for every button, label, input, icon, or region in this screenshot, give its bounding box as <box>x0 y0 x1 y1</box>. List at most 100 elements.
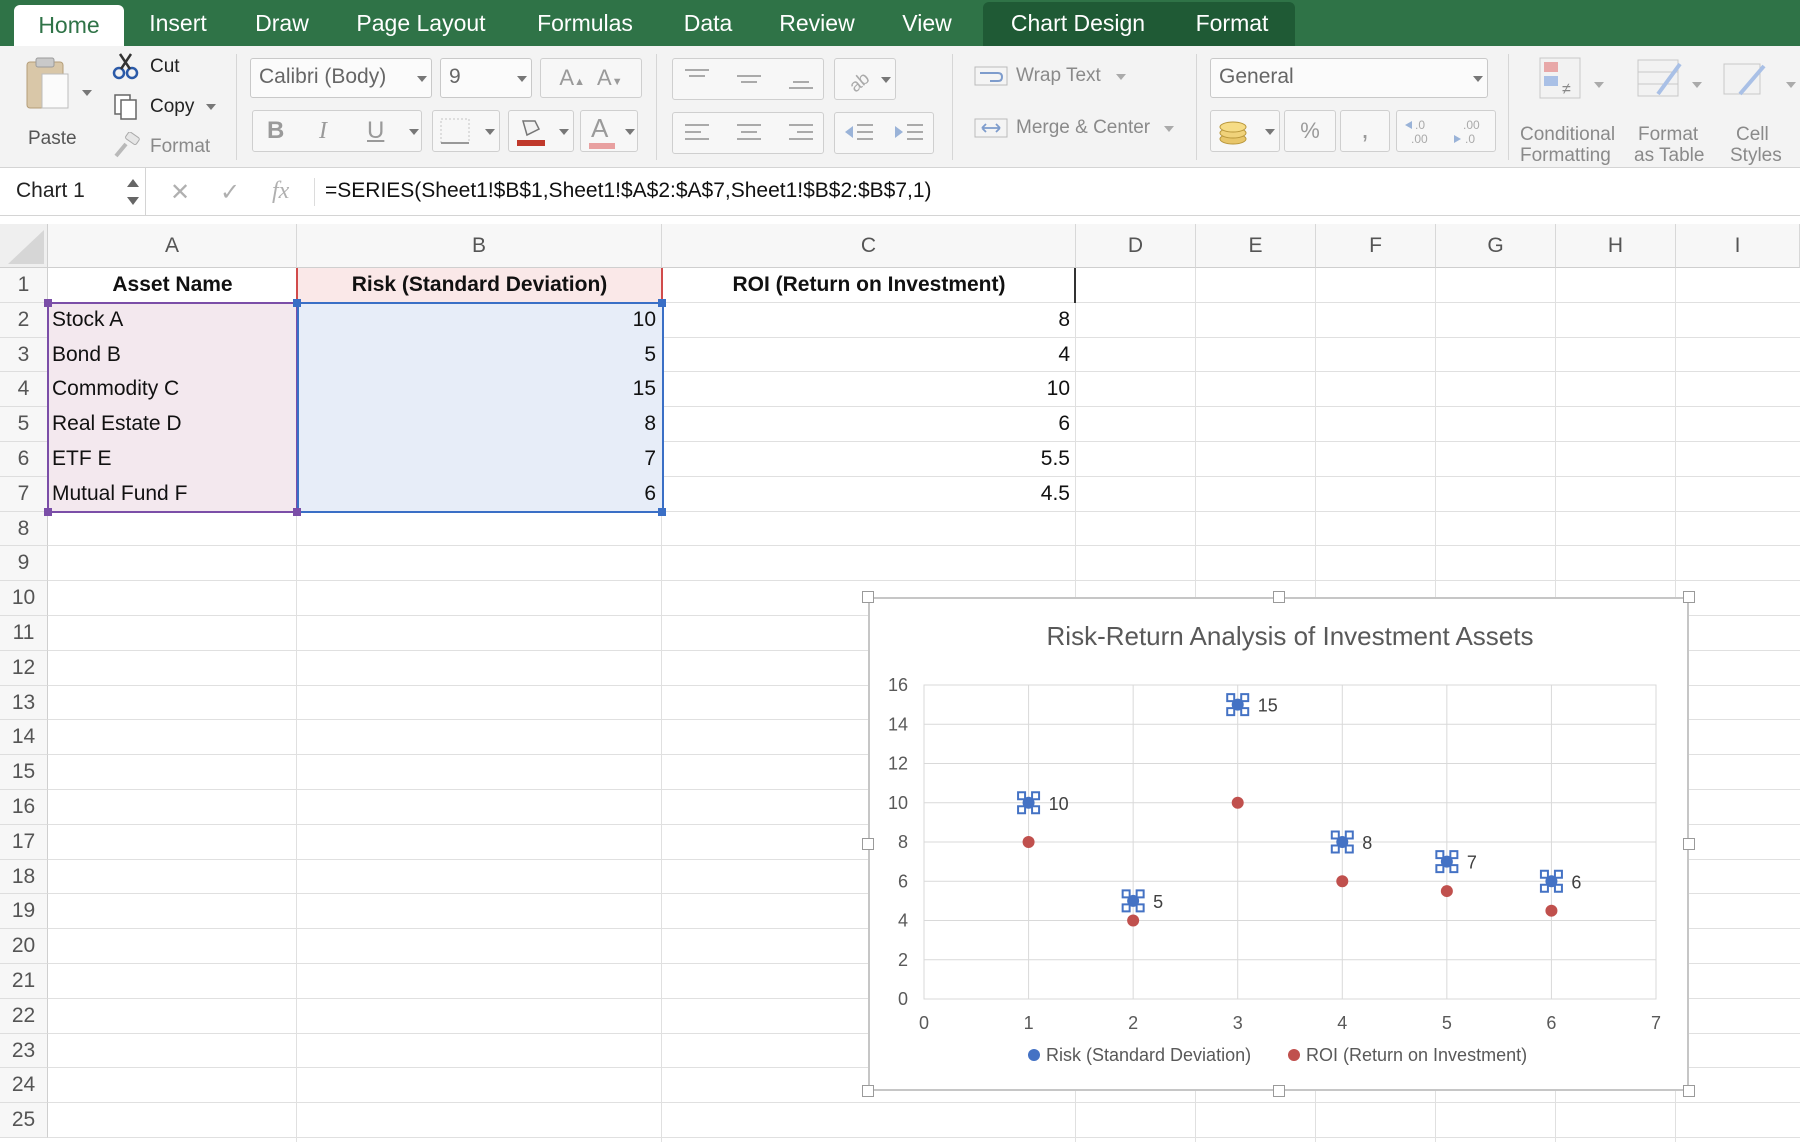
row-header-8[interactable]: 8 <box>0 511 48 547</box>
row-header-7[interactable]: 7 <box>0 476 48 512</box>
chart-resize-handle[interactable] <box>862 838 874 850</box>
range-resize-handle[interactable] <box>658 507 666 516</box>
column-header-b[interactable]: B <box>297 224 662 268</box>
chart-resize-handle[interactable] <box>1683 838 1695 850</box>
range-resize-handle[interactable] <box>293 298 301 307</box>
row-header-12[interactable]: 12 <box>0 650 48 686</box>
cancel-entry-icon[interactable]: ✕ <box>170 179 191 206</box>
row-header-3[interactable]: 3 <box>0 337 48 373</box>
data-cell-a6[interactable]: ETF E <box>52 447 112 470</box>
font-color-button[interactable]: A <box>580 110 638 152</box>
data-cell-c5[interactable]: 6 <box>1058 412 1070 436</box>
confirm-entry-icon[interactable]: ✓ <box>220 179 241 206</box>
column-header-g[interactable]: G <box>1436 224 1556 268</box>
data-label[interactable]: 6 <box>1571 872 1581 892</box>
name-box[interactable]: Chart 1 <box>0 168 146 216</box>
copy-button[interactable]: Copy <box>112 92 222 122</box>
chart-resize-handle[interactable] <box>1272 591 1285 603</box>
tab-draw[interactable]: Draw <box>255 10 309 36</box>
data-cell-c4[interactable]: 10 <box>1046 377 1070 401</box>
data-cell-c3[interactable]: 4 <box>1058 342 1070 366</box>
data-cell-c6[interactable]: 5.5 <box>1040 447 1070 470</box>
series-2-point[interactable] <box>1231 796 1244 809</box>
format-painter-button[interactable]: Format <box>112 132 222 162</box>
row-header-5[interactable]: 5 <box>0 407 48 442</box>
align-middle-icon[interactable] <box>735 67 763 91</box>
column-header-d[interactable]: D <box>1076 224 1196 268</box>
range-resize-handle[interactable] <box>658 298 666 307</box>
range-resize-handle[interactable] <box>293 507 301 516</box>
borders-button[interactable] <box>432 110 500 152</box>
column-header-i[interactable]: I <box>1676 224 1800 268</box>
name-box-stepper-icon[interactable] <box>126 176 140 208</box>
data-label[interactable]: 8 <box>1362 833 1372 853</box>
tab-data[interactable]: Data <box>683 10 733 36</box>
chart-title[interactable]: Risk-Return Analysis of Investment Asset… <box>1047 621 1534 651</box>
scatter-chart[interactable]: Risk-Return Analysis of Investment Asset… <box>862 591 1695 1097</box>
number-format-select[interactable]: General <box>1210 58 1488 98</box>
chart-resize-handle[interactable] <box>1272 1085 1285 1097</box>
column-header-a[interactable]: A <box>48 224 297 268</box>
row-header-23[interactable]: 23 <box>0 1033 48 1069</box>
tab-review[interactable]: Review <box>779 10 855 36</box>
conditional-formatting-button[interactable]: ≠ Conditional Formatting <box>1516 52 1624 166</box>
increase-indent-icon[interactable] <box>893 120 925 146</box>
font-size-select[interactable]: 9 <box>440 58 532 98</box>
column-header-c[interactable]: C <box>662 224 1076 268</box>
header-cell-b[interactable]: Risk (Standard Deviation) <box>351 273 608 296</box>
tab-chart-design[interactable]: Chart Design <box>1010 10 1146 36</box>
data-cell-b5[interactable]: 8 <box>644 412 656 436</box>
header-cell-c[interactable]: ROI (Return on Investment) <box>732 273 1006 296</box>
cell-styles-button[interactable]: Cell Styles <box>1716 52 1800 166</box>
align-left-icon[interactable] <box>683 120 711 146</box>
range-resize-handle[interactable] <box>44 507 52 516</box>
series-2-point[interactable] <box>1440 885 1453 898</box>
tab-formulas[interactable]: Formulas <box>537 10 633 36</box>
row-header-16[interactable]: 16 <box>0 790 48 825</box>
data-cell-a2[interactable]: Stock A <box>52 307 124 331</box>
row-header-1[interactable]: 1 <box>0 268 48 303</box>
column-header-h[interactable]: H <box>1556 224 1676 268</box>
data-cell-b3[interactable]: 5 <box>644 342 656 366</box>
bold-button[interactable]: B <box>267 117 285 144</box>
orientation-button[interactable]: ab <box>834 58 896 100</box>
increase-font-size-icon[interactable]: A▲ <box>559 65 585 90</box>
formula-input[interactable]: =SERIES(Sheet1!$B$1,Sheet1!$A$2:$A$7,She… <box>325 179 932 202</box>
data-cell-c2[interactable]: 8 <box>1058 307 1070 331</box>
data-cell-b4[interactable]: 15 <box>632 377 656 401</box>
decrease-font-size-icon[interactable]: A▼ <box>597 65 623 90</box>
font-name-select[interactable]: Calibri (Body) <box>250 58 432 98</box>
chart-resize-handle[interactable] <box>862 1085 874 1097</box>
merge-center-button[interactable]: Merge & Center <box>974 112 1174 144</box>
row-header-22[interactable]: 22 <box>0 998 48 1034</box>
data-cell-b6[interactable]: 7 <box>644 447 656 470</box>
data-cell-a5[interactable]: Real Estate D <box>52 412 182 436</box>
data-label[interactable]: 10 <box>1049 794 1069 814</box>
row-header-20[interactable]: 20 <box>0 929 48 964</box>
row-header-13[interactable]: 13 <box>0 685 48 721</box>
tab-format[interactable]: Format <box>1195 10 1269 36</box>
row-header-19[interactable]: 19 <box>0 894 48 930</box>
wrap-text-button[interactable]: Wrap Text <box>974 60 1134 92</box>
align-top-icon[interactable] <box>683 67 711 91</box>
row-header-24[interactable]: 24 <box>0 1068 48 1104</box>
row-header-18[interactable]: 18 <box>0 859 48 895</box>
row-header-11[interactable]: 11 <box>0 616 48 651</box>
data-label[interactable]: 7 <box>1467 853 1477 873</box>
range-resize-handle[interactable] <box>44 298 52 307</box>
accounting-format-button[interactable] <box>1210 110 1280 152</box>
underline-button[interactable]: U <box>367 117 385 144</box>
row-header-25[interactable]: 25 <box>0 1103 48 1138</box>
row-header-15[interactable]: 15 <box>0 755 48 790</box>
percent-style-button[interactable]: % <box>1284 110 1336 152</box>
series-2-point[interactable] <box>1545 904 1558 917</box>
series-2-point[interactable] <box>1336 875 1349 888</box>
row-header-10[interactable]: 10 <box>0 581 48 616</box>
row-header-6[interactable]: 6 <box>0 442 48 477</box>
chart-resize-handle[interactable] <box>1683 1085 1695 1097</box>
italic-button[interactable]: I <box>319 118 327 144</box>
data-cell-a7[interactable]: Mutual Fund F <box>52 481 188 505</box>
decrease-indent-icon[interactable] <box>843 120 875 146</box>
tab-page-layout[interactable]: Page Layout <box>356 10 486 36</box>
chart-resize-handle[interactable] <box>1683 591 1695 603</box>
